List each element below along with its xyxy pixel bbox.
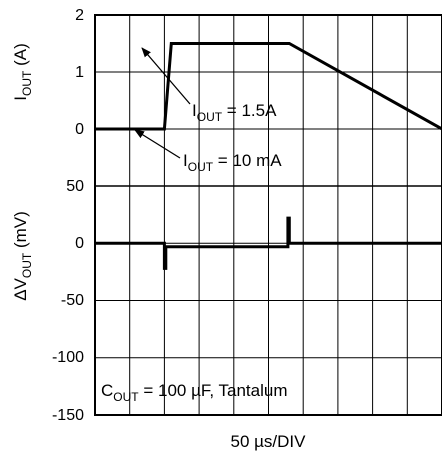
bottom-ytick-label: -100 bbox=[52, 349, 84, 366]
annotation-rest: = 10 mA bbox=[213, 151, 282, 170]
top-ylabel-unit: (A) bbox=[11, 43, 30, 70]
bottom-ylabel-main: ΔV bbox=[11, 277, 30, 300]
traces bbox=[95, 42, 442, 270]
bottom-ylabel-unit: (mV) bbox=[11, 211, 30, 253]
bottom-ylabel: ΔVOUT (mV) bbox=[11, 211, 34, 301]
top-ytick-label: 2 bbox=[75, 7, 84, 24]
bottom-ytick-label: -50 bbox=[61, 292, 84, 309]
annotation-sub: OUT bbox=[113, 390, 139, 404]
annotation-main: I bbox=[183, 151, 188, 170]
plot-frame bbox=[94, 14, 442, 416]
annotation-iout-1p5a: IOUT = 1.5A bbox=[192, 101, 277, 124]
annotation-rest: = 1.5A bbox=[222, 101, 277, 120]
bottom-ylabel-sub: OUT bbox=[20, 252, 34, 278]
annotation-iout-10ma: IOUT = 10 mA bbox=[183, 151, 282, 174]
annotation-main: C bbox=[101, 381, 113, 400]
top-ylabel-sub: OUT bbox=[20, 70, 34, 96]
annotation-rest: = 100 µF, Tantalum bbox=[139, 381, 288, 400]
top-ytick-label: 1 bbox=[75, 64, 84, 81]
top-ytick-label: 0 bbox=[75, 121, 84, 138]
bottom-ytick-label: 50 bbox=[66, 178, 84, 195]
delta-vout-trace bbox=[95, 216, 442, 270]
annotation-main: I bbox=[192, 101, 197, 120]
annotation-arrow-iout-10ma bbox=[134, 129, 181, 159]
x-axis-label: 50 µs/DIV bbox=[231, 432, 307, 451]
annotation-arrow-iout-1p5a bbox=[141, 47, 191, 105]
grid bbox=[95, 15, 442, 415]
bottom-ytick-label: -150 bbox=[52, 407, 84, 424]
annotation-sub: OUT bbox=[197, 110, 223, 124]
top-ylabel: IOUT (A) bbox=[11, 43, 34, 100]
annotation-sub: OUT bbox=[188, 160, 214, 174]
bottom-ytick-label: 0 bbox=[75, 235, 84, 252]
top-ylabel-main: I bbox=[11, 96, 30, 101]
iout-trace bbox=[95, 42, 442, 131]
annotation-cout: COUT = 100 µF, Tantalum bbox=[101, 381, 288, 404]
